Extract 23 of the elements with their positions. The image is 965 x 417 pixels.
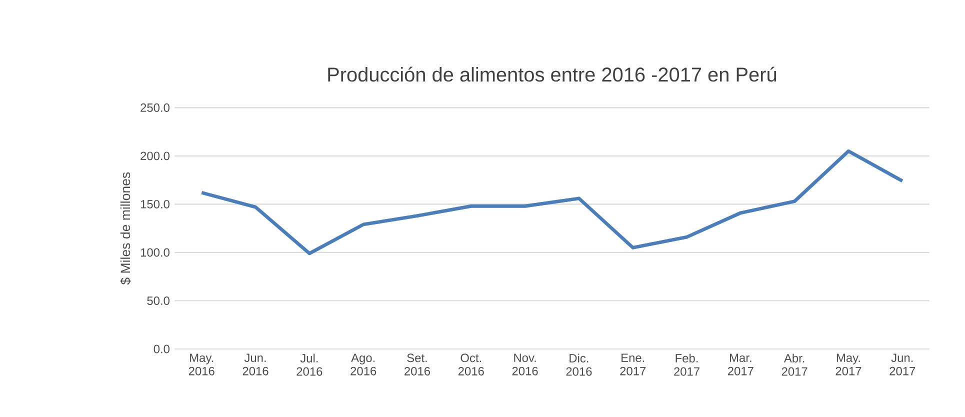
chart-title: Producción de alimentos entre 2016 -2017 en Perú <box>328 66 776 82</box>
x-tick-label: Feb. 2017 <box>674 354 700 376</box>
y-tick-label: 100.0 <box>140 248 170 257</box>
x-tick-label: Ago. 2016 <box>350 354 376 376</box>
x-tick-label: Oct. 2016 <box>458 354 484 376</box>
x-tick-label: Abr. 2017 <box>782 354 808 376</box>
x-tick-label: May. 2016 <box>188 354 214 376</box>
x-tick-label: Mar. 2017 <box>728 354 754 376</box>
x-tick-label: Jul. 2016 <box>296 354 322 376</box>
x-tick-label: Nov. 2016 <box>512 354 538 376</box>
y-tick-label: 200.0 <box>140 152 170 160</box>
line-series <box>200 149 904 256</box>
y-tick-label: 0.0 <box>154 344 170 354</box>
y-axis-title: $ Miles de millones <box>120 172 131 285</box>
x-tick-label: Dic. 2016 <box>566 354 592 376</box>
y-tick-label: 150.0 <box>140 200 170 208</box>
x-tick-label: Ene. 2017 <box>620 354 646 376</box>
x-tick-label: May. 2017 <box>836 354 862 376</box>
x-tick-label: Jun. 2017 <box>890 354 916 376</box>
x-tick-label: Jun. 2016 <box>242 354 268 376</box>
x-tick-label: Set. 2016 <box>404 354 430 376</box>
y-tick-label: 250.0 <box>140 103 170 112</box>
y-tick-label: 50.0 <box>147 296 170 305</box>
